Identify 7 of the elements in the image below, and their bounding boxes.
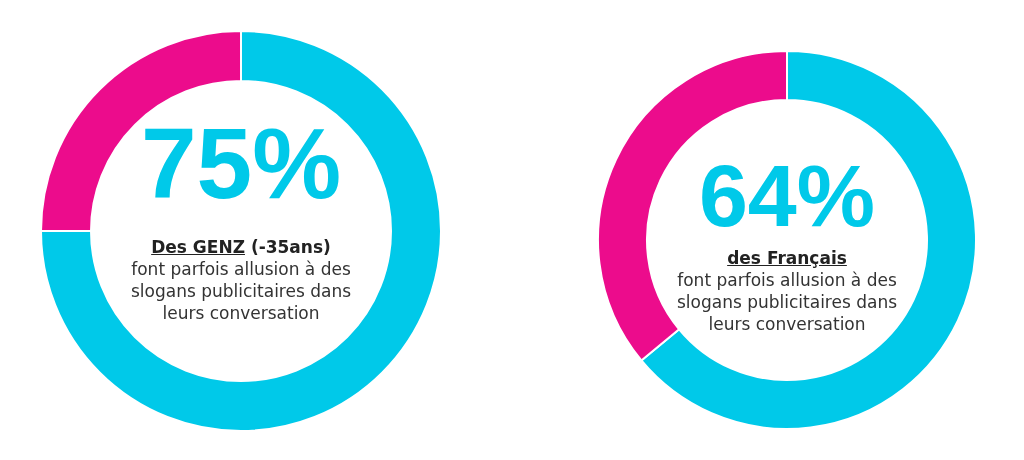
text: font parfois allusion à des slogans publicitaires dans leurs conversation — [676, 270, 898, 334]
text: Des GENZ — [151, 237, 245, 257]
text: (-35ans) — [249, 237, 331, 257]
text: des Français — [727, 248, 847, 268]
data-label: 64% — [698, 146, 876, 245]
data-label: 75% — [140, 107, 342, 219]
text: font parfois allusion à des slogans publicitaires dans leurs conversation — [130, 259, 352, 323]
